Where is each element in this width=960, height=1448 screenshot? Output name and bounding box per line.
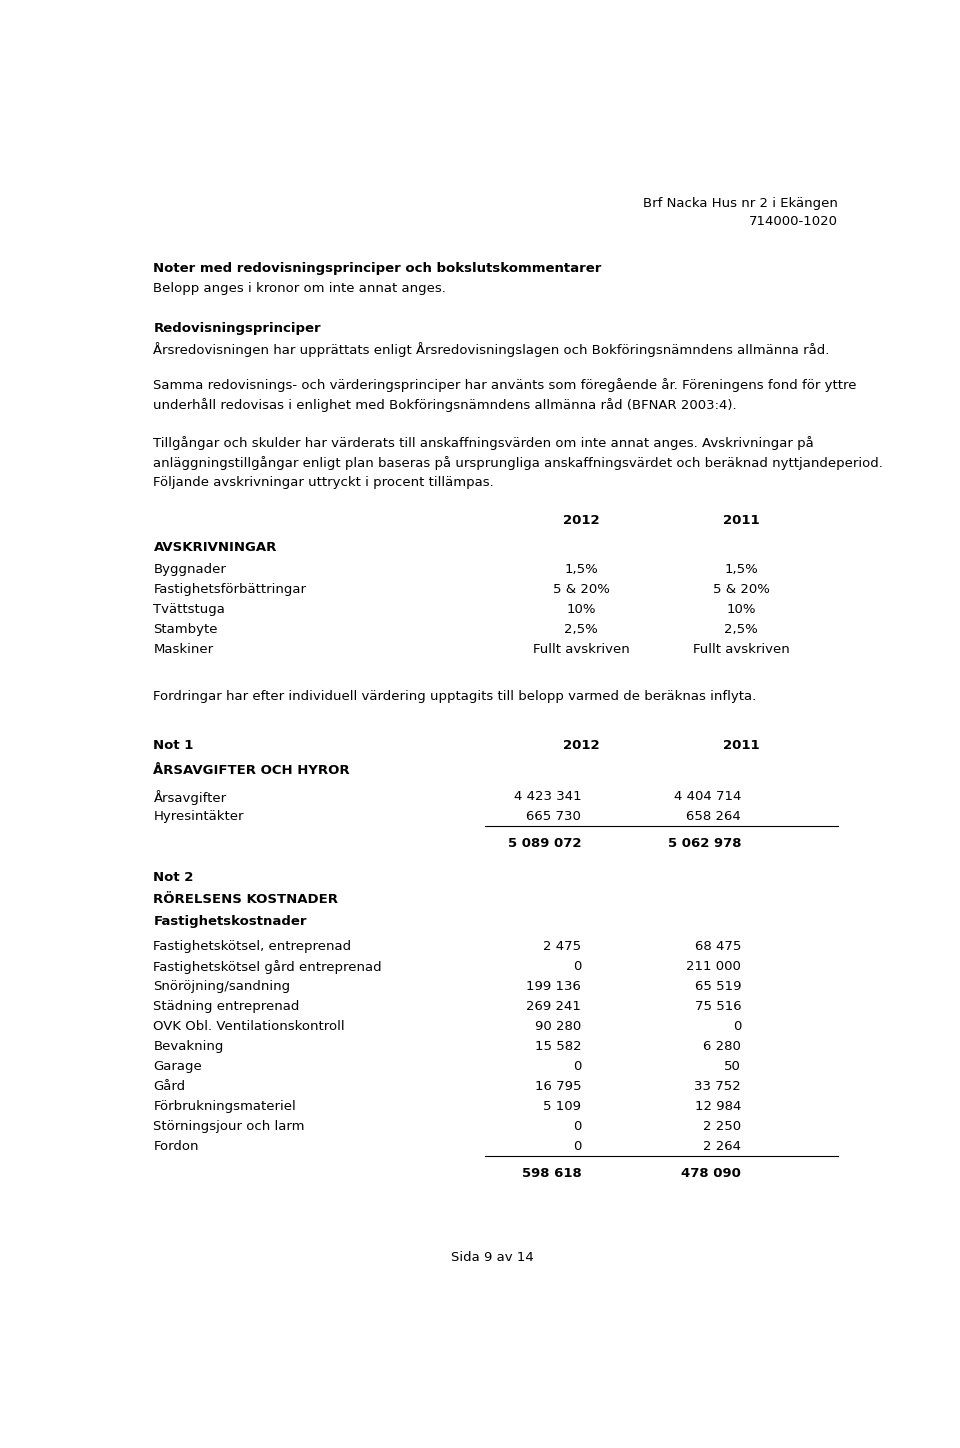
- Text: ÅRSAVGIFTER OCH HYROR: ÅRSAVGIFTER OCH HYROR: [154, 763, 350, 776]
- Text: anläggningstillgångar enligt plan baseras på ursprungliga anskaffningsvärdet och: anläggningstillgångar enligt plan basera…: [154, 456, 883, 469]
- Text: 5 & 20%: 5 & 20%: [713, 584, 770, 597]
- Text: Bevakning: Bevakning: [154, 1040, 224, 1053]
- Text: Not 1: Not 1: [154, 738, 194, 752]
- Text: 0: 0: [573, 1060, 581, 1073]
- Text: 2 475: 2 475: [543, 940, 581, 953]
- Text: Störningsjour och larm: Störningsjour och larm: [154, 1121, 305, 1134]
- Text: Brf Nacka Hus nr 2 i Ekängen: Brf Nacka Hus nr 2 i Ekängen: [643, 197, 838, 210]
- Text: RÖRELSENS KOSTNADER: RÖRELSENS KOSTNADER: [154, 893, 339, 906]
- Text: Årsavgifter: Årsavgifter: [154, 791, 227, 805]
- Text: 10%: 10%: [727, 602, 756, 615]
- Text: Fastighetsförbättringar: Fastighetsförbättringar: [154, 584, 306, 597]
- Text: 211 000: 211 000: [686, 960, 741, 973]
- Text: Snöröjning/sandning: Snöröjning/sandning: [154, 980, 291, 993]
- Text: 2,5%: 2,5%: [725, 623, 758, 636]
- Text: Fordringar har efter individuell värdering upptagits till belopp varmed de beräk: Fordringar har efter individuell värderi…: [154, 691, 756, 702]
- Text: Fordon: Fordon: [154, 1141, 199, 1154]
- Text: 2 250: 2 250: [703, 1121, 741, 1134]
- Text: 75 516: 75 516: [695, 1001, 741, 1014]
- Text: 12 984: 12 984: [695, 1100, 741, 1114]
- Text: 714000-1020: 714000-1020: [749, 214, 838, 227]
- Text: Maskiner: Maskiner: [154, 643, 214, 656]
- Text: Sida 9 av 14: Sida 9 av 14: [450, 1251, 534, 1264]
- Text: Fastighetskostnader: Fastighetskostnader: [154, 915, 307, 928]
- Text: Fastighetskötsel gård entreprenad: Fastighetskötsel gård entreprenad: [154, 960, 382, 973]
- Text: 2011: 2011: [723, 738, 759, 752]
- Text: 5 062 978: 5 062 978: [668, 837, 741, 850]
- Text: 4 404 714: 4 404 714: [674, 791, 741, 804]
- Text: 2012: 2012: [563, 514, 600, 527]
- Text: AVSKRIVNINGAR: AVSKRIVNINGAR: [154, 540, 276, 553]
- Text: 2 264: 2 264: [704, 1141, 741, 1154]
- Text: 5 089 072: 5 089 072: [508, 837, 581, 850]
- Text: 2,5%: 2,5%: [564, 623, 598, 636]
- Text: Hyresintäkter: Hyresintäkter: [154, 811, 244, 824]
- Text: 269 241: 269 241: [526, 1001, 581, 1014]
- Text: 2011: 2011: [723, 514, 759, 527]
- Text: Årsredovisningen har upprättats enligt Årsredovisningslagen och Bokföringsnämnde: Årsredovisningen har upprättats enligt Å…: [154, 342, 829, 358]
- Text: Belopp anges i kronor om inte annat anges.: Belopp anges i kronor om inte annat ange…: [154, 282, 446, 295]
- Text: Fastighetskötsel, entreprenad: Fastighetskötsel, entreprenad: [154, 940, 351, 953]
- Text: underhåll redovisas i enlighet med Bokföringsnämndens allmänna råd (BFNAR 2003:4: underhåll redovisas i enlighet med Bokfö…: [154, 398, 737, 411]
- Text: 478 090: 478 090: [682, 1167, 741, 1180]
- Text: Fullt avskriven: Fullt avskriven: [533, 643, 630, 656]
- Text: Not 2: Not 2: [154, 870, 194, 883]
- Text: 50: 50: [725, 1060, 741, 1073]
- Text: 4 423 341: 4 423 341: [514, 791, 581, 804]
- Text: Samma redovisnings- och värderingsprinciper har använts som föregående år. Fören: Samma redovisnings- och värderingsprinci…: [154, 378, 857, 392]
- Text: 16 795: 16 795: [535, 1080, 581, 1093]
- Text: 0: 0: [573, 960, 581, 973]
- Text: 15 582: 15 582: [535, 1040, 581, 1053]
- Text: 598 618: 598 618: [521, 1167, 581, 1180]
- Text: 199 136: 199 136: [526, 980, 581, 993]
- Text: 6 280: 6 280: [704, 1040, 741, 1053]
- Text: 1,5%: 1,5%: [564, 563, 598, 576]
- Text: 33 752: 33 752: [694, 1080, 741, 1093]
- Text: 0: 0: [573, 1141, 581, 1154]
- Text: Tillgångar och skulder har värderats till anskaffningsvärden om inte annat anges: Tillgångar och skulder har värderats til…: [154, 436, 814, 450]
- Text: Garage: Garage: [154, 1060, 203, 1073]
- Text: 5 & 20%: 5 & 20%: [553, 584, 610, 597]
- Text: 5 109: 5 109: [543, 1100, 581, 1114]
- Text: Förbrukningsmateriel: Förbrukningsmateriel: [154, 1100, 297, 1114]
- Text: 2012: 2012: [563, 738, 600, 752]
- Text: 65 519: 65 519: [695, 980, 741, 993]
- Text: 1,5%: 1,5%: [725, 563, 758, 576]
- Text: 68 475: 68 475: [695, 940, 741, 953]
- Text: Noter med redovisningsprinciper och bokslutskommentarer: Noter med redovisningsprinciper och boks…: [154, 262, 602, 275]
- Text: 0: 0: [573, 1121, 581, 1134]
- Text: Följande avskrivningar uttryckt i procent tillämpas.: Följande avskrivningar uttryckt i procen…: [154, 476, 494, 489]
- Text: Tvättstuga: Tvättstuga: [154, 602, 226, 615]
- Text: Fullt avskriven: Fullt avskriven: [693, 643, 790, 656]
- Text: Redovisningsprinciper: Redovisningsprinciper: [154, 321, 321, 334]
- Text: Städning entreprenad: Städning entreprenad: [154, 1001, 300, 1014]
- Text: 658 264: 658 264: [686, 811, 741, 824]
- Text: Stambyte: Stambyte: [154, 623, 218, 636]
- Text: OVK Obl. Ventilationskontroll: OVK Obl. Ventilationskontroll: [154, 1019, 345, 1032]
- Text: 0: 0: [732, 1019, 741, 1032]
- Text: Byggnader: Byggnader: [154, 563, 227, 576]
- Text: 90 280: 90 280: [535, 1019, 581, 1032]
- Text: Gård: Gård: [154, 1080, 185, 1093]
- Text: 10%: 10%: [566, 602, 596, 615]
- Text: 665 730: 665 730: [526, 811, 581, 824]
